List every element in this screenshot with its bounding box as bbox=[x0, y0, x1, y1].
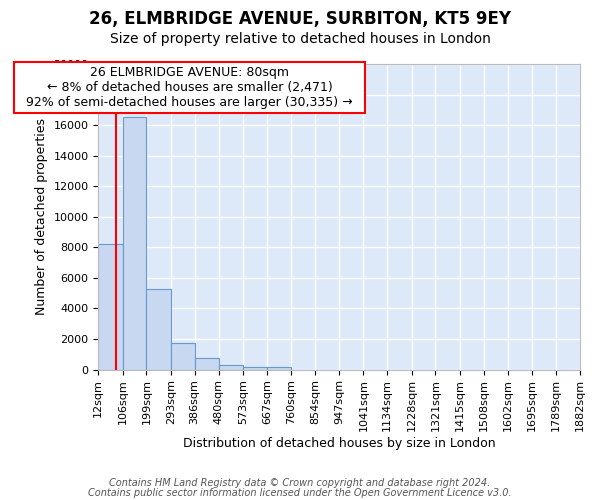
Text: Contains public sector information licensed under the Open Government Licence v3: Contains public sector information licen… bbox=[88, 488, 512, 498]
Bar bbox=[267, 366, 291, 370]
Text: Size of property relative to detached houses in London: Size of property relative to detached ho… bbox=[110, 32, 490, 46]
Text: 26, ELMBRIDGE AVENUE, SURBITON, KT5 9EY: 26, ELMBRIDGE AVENUE, SURBITON, KT5 9EY bbox=[89, 10, 511, 28]
Text: Contains HM Land Registry data © Crown copyright and database right 2024.: Contains HM Land Registry data © Crown c… bbox=[109, 478, 491, 488]
Bar bbox=[219, 365, 243, 370]
Bar bbox=[243, 366, 267, 370]
Y-axis label: Number of detached properties: Number of detached properties bbox=[35, 118, 48, 316]
Bar bbox=[194, 358, 219, 370]
Bar bbox=[146, 288, 170, 370]
Text: 26 ELMBRIDGE AVENUE: 80sqm  
  ← 8% of detached houses are smaller (2,471)  
  9: 26 ELMBRIDGE AVENUE: 80sqm ← 8% of detac… bbox=[18, 66, 361, 109]
Bar bbox=[98, 244, 122, 370]
Bar bbox=[122, 118, 146, 370]
Bar bbox=[170, 343, 194, 369]
X-axis label: Distribution of detached houses by size in London: Distribution of detached houses by size … bbox=[183, 437, 496, 450]
